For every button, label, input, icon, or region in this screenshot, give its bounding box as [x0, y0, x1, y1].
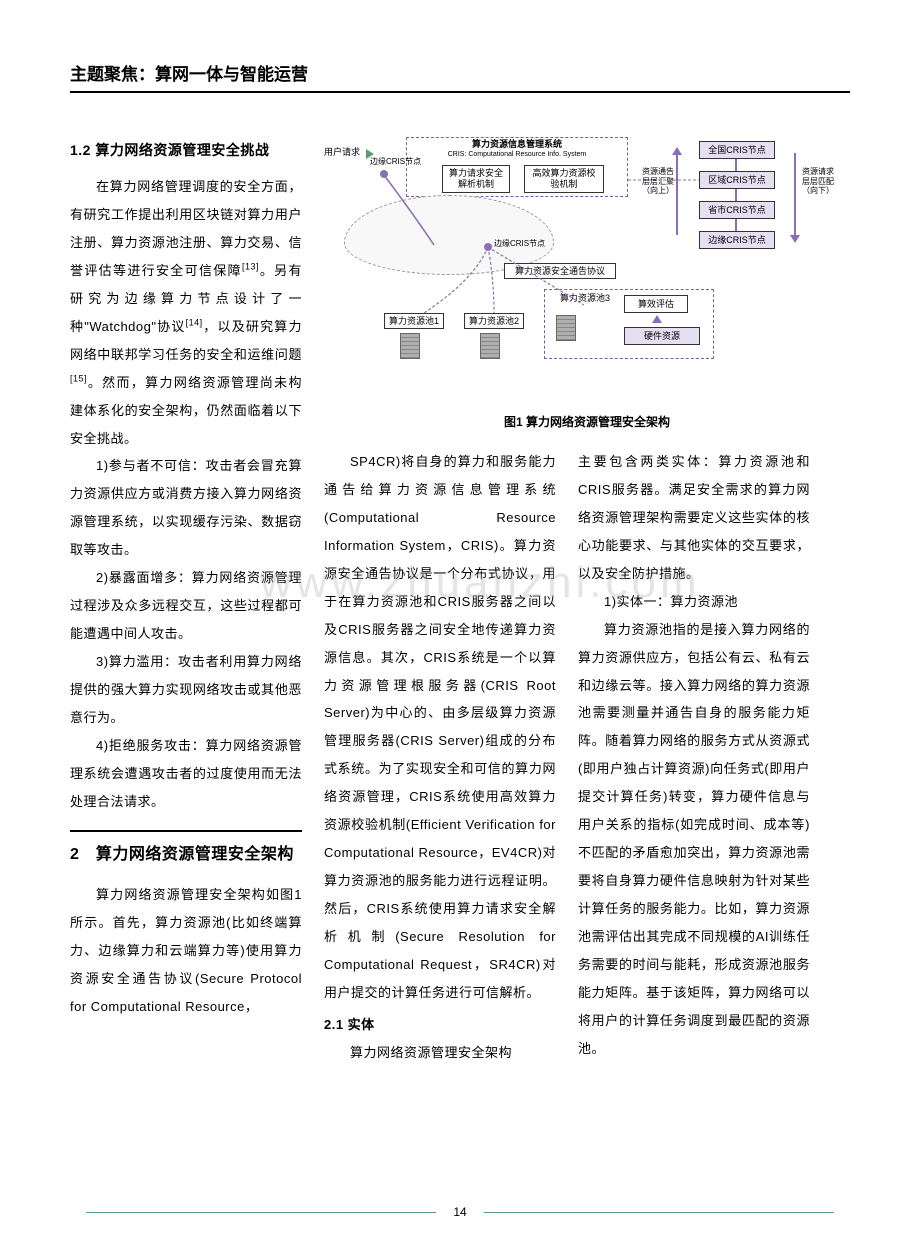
- main-content: 1.2 算力网络资源管理安全挑战 在算力网络管理调度的安全方面，有研究工作提出利…: [70, 135, 850, 1067]
- fig-edge-node2-dot: [484, 243, 492, 251]
- server-icon: [556, 315, 576, 341]
- fig-regional-node: 区域CRIS节点: [699, 171, 775, 189]
- section-2-title: 2 算力网络资源管理安全架构: [70, 830, 302, 868]
- arrow-up-icon: [652, 315, 662, 323]
- server-icon: [400, 333, 420, 359]
- arrow-up-icon: [672, 147, 682, 155]
- vline-icon: [735, 159, 737, 171]
- col1-item4: 4)拒绝服务攻击：算力网络资源管理系统会遭遇攻击者的过度使用而无法处理合法请求。: [70, 732, 302, 816]
- footer-line-left: [86, 1212, 436, 1213]
- columns-2-3: SP4CR)将自身的算力和服务能力通告给算力资源信息管理系统(Computati…: [324, 448, 850, 1067]
- column-2: SP4CR)将自身的算力和服务能力通告给算力资源信息管理系统(Computati…: [324, 448, 556, 1067]
- fig-req-parse-box: 算力请求安全解析机制: [442, 165, 510, 193]
- fig-user-request-label: 用户请求: [324, 147, 360, 158]
- page-header-title: 主题聚焦：算网一体与智能运营: [70, 60, 850, 93]
- fig-pool3-label: 算力资源池3: [560, 293, 610, 304]
- subsection-2-1-title: 2.1 实体: [324, 1011, 556, 1039]
- arrow-down-icon: [790, 235, 800, 243]
- col1-item1: 1)参与者不可信：攻击者会冒充算力资源供应方或消费方接入算力网络资源管理系统，以…: [70, 452, 302, 564]
- vline-icon: [735, 189, 737, 201]
- vline-icon: [735, 219, 737, 231]
- fig-edge-node2-label: 边缘CRIS节点: [494, 239, 545, 249]
- fig-edge-node: 边缘CRIS节点: [699, 231, 775, 249]
- fig-cris-title: 算力资源信息管理系统: [414, 139, 620, 150]
- fig-verify-box: 高效算力资源校验机制: [524, 165, 604, 193]
- col2-para2: 算力网络资源管理安全架构: [324, 1039, 556, 1067]
- server-icon: [480, 333, 500, 359]
- fig-protocol-label: 算力资源安全通告协议: [504, 263, 616, 279]
- fig-pool1: 算力资源池1: [384, 313, 444, 329]
- ref-15: [15]: [70, 373, 87, 383]
- footer-line-right: [484, 1212, 834, 1213]
- fig-hardware: 硬件资源: [624, 327, 700, 345]
- fig-cris-sub: CRIS: Computational Resource Info. Syste…: [414, 151, 620, 159]
- col1-item2: 2)暴露面增多：算力网络资源管理过程涉及众多远程交互，这些过程都可能遭遇中间人攻…: [70, 564, 302, 648]
- column-3: 主要包含两类实体：算力资源池和CRIS服务器。满足安全需求的算力网络资源管理架构…: [578, 448, 810, 1067]
- col1-para1: 在算力网络管理调度的安全方面，有研究工作提出利用区块链对算力用户注册、算力资源池…: [70, 173, 302, 452]
- fig-up-agg-label: 资源通告层层汇聚（向上）: [638, 167, 674, 196]
- page-footer: 14: [0, 1205, 920, 1219]
- col1-para2: 算力网络资源管理安全架构如图1所示。首先，算力资源池(比如终端算力、边缘算力和云…: [70, 881, 302, 1021]
- fig-pool2: 算力资源池2: [464, 313, 524, 329]
- ref-13: [13]: [242, 262, 259, 272]
- page-number: 14: [453, 1205, 466, 1219]
- fig-edge-node1-dot: [380, 170, 388, 178]
- subsection-1-2-title: 1.2 算力网络资源管理安全挑战: [70, 135, 302, 165]
- right-section: 用户请求 算力资源信息管理系统 CRIS: Computational Reso…: [324, 135, 850, 1067]
- down-matchline: [794, 153, 796, 235]
- ref-14: [14]: [186, 317, 203, 327]
- col3-para2: 1)实体一：算力资源池: [578, 588, 810, 616]
- col3-para1: 主要包含两类实体：算力资源池和CRIS服务器。满足安全需求的算力网络资源管理架构…: [578, 448, 810, 588]
- figure-1-diagram: 用户请求 算力资源信息管理系统 CRIS: Computational Reso…: [324, 135, 834, 405]
- col2-para1: SP4CR)将自身的算力和服务能力通告给算力资源信息管理系统(Computati…: [324, 448, 556, 1007]
- fig-down-match-label: 资源请求层层匹配（向下）: [800, 167, 836, 196]
- fig-national-node: 全国CRIS节点: [699, 141, 775, 159]
- figure-1-caption: 图1 算力网络资源管理安全架构: [324, 413, 850, 430]
- column-1: 1.2 算力网络资源管理安全挑战 在算力网络管理调度的安全方面，有研究工作提出利…: [70, 135, 302, 1067]
- col3-para3: 算力资源池指的是接入算力网络的算力资源供应方，包括公有云、私有云和边缘云等。接入…: [578, 616, 810, 1063]
- fig-edge-node1-label: 边缘CRIS节点: [370, 157, 421, 167]
- up-aggline: [676, 153, 678, 235]
- col1-item3: 3)算力滥用：攻击者利用算力网络提供的强大算力实现网络攻击或其他恶意行为。: [70, 648, 302, 732]
- fig-provincial-node: 省市CRIS节点: [699, 201, 775, 219]
- col1-p1d: 。然而，算力网络资源管理尚未构建体系化的安全架构，仍然面临着以下安全挑战。: [70, 375, 302, 446]
- fig-effect-eval: 算效评估: [624, 295, 688, 313]
